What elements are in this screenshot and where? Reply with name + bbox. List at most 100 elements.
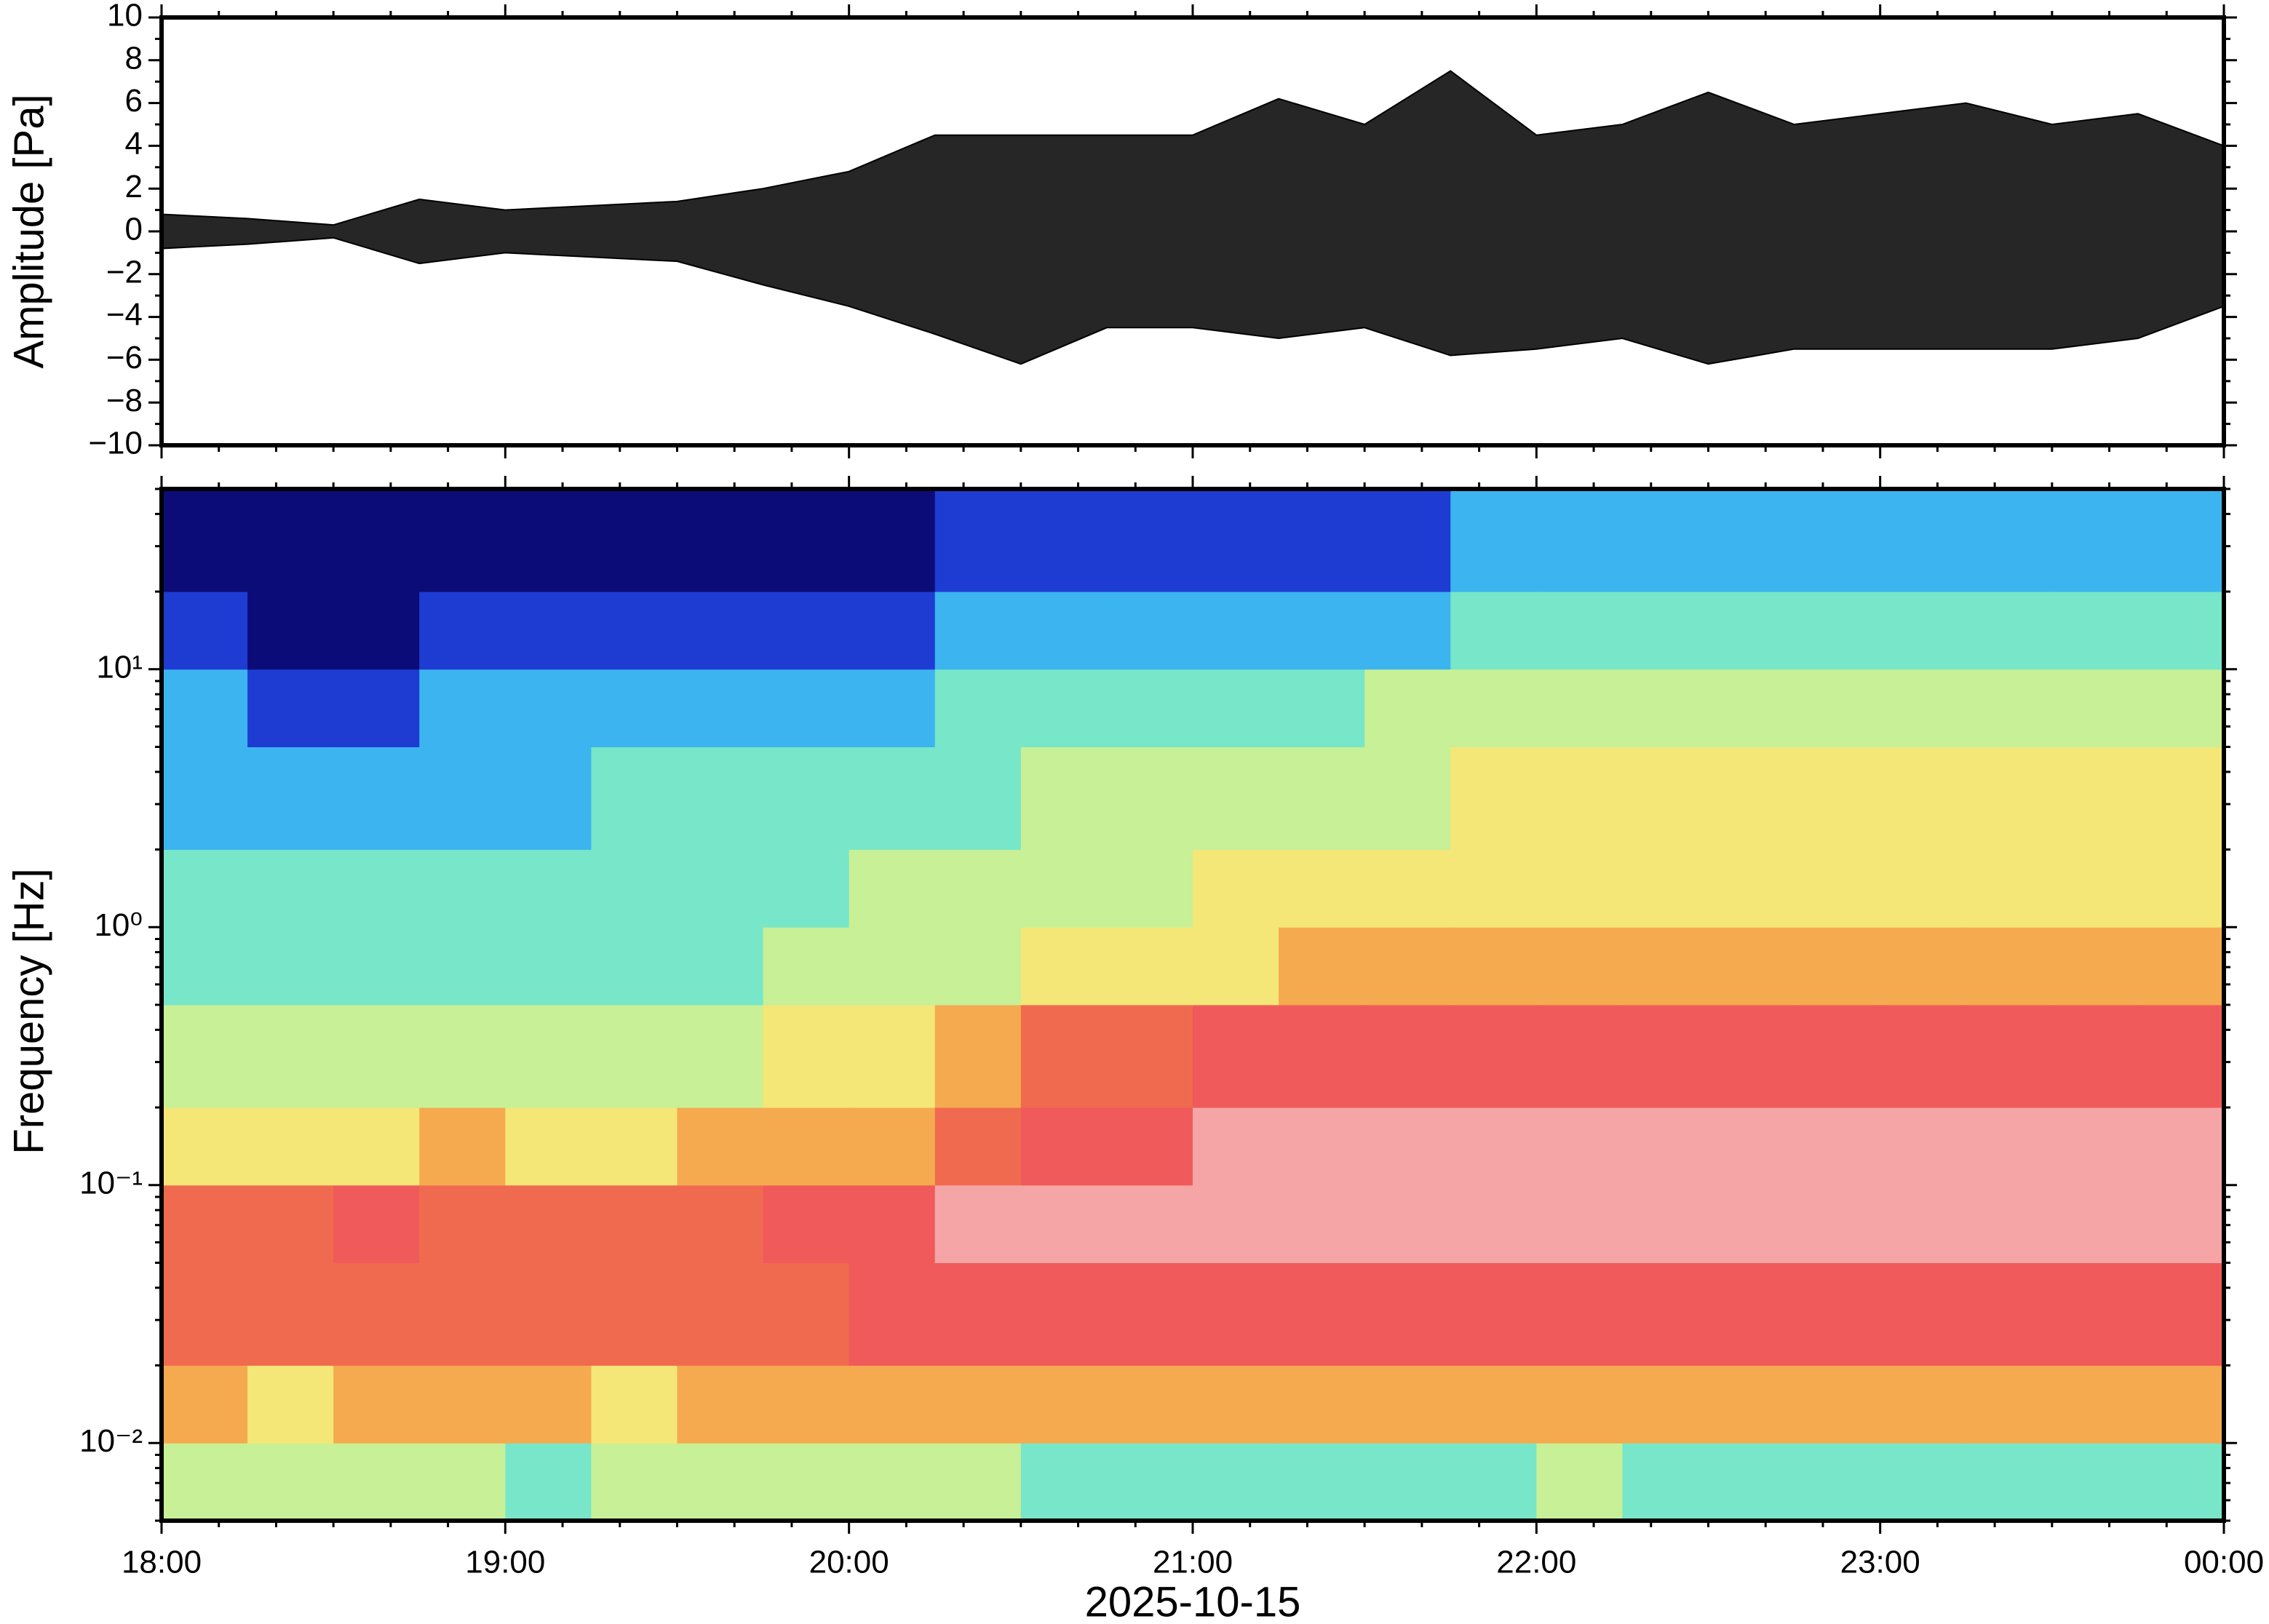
y-tick-label: −4 bbox=[106, 297, 143, 333]
spectrogram-cell bbox=[162, 1443, 248, 1521]
spectrogram-cell bbox=[1193, 1005, 1279, 1108]
x-tick-label: 20:00 bbox=[809, 1545, 889, 1580]
spectrogram-cell bbox=[1880, 1443, 1967, 1521]
spectrogram-cell bbox=[1536, 489, 1623, 592]
spectrogram-cell bbox=[763, 849, 850, 928]
spectrogram-cell bbox=[1364, 1365, 1451, 1444]
spectrogram-cell bbox=[1708, 849, 1795, 928]
spectrogram-cell bbox=[1966, 592, 2053, 670]
spectrogram-cell bbox=[849, 747, 936, 851]
spectrogram-cell bbox=[505, 1005, 592, 1108]
y-axis-label: Amplitude [Pa] bbox=[5, 94, 52, 368]
spectrogram-cell bbox=[1020, 592, 1108, 670]
x-tick-label: 22:00 bbox=[1496, 1545, 1576, 1580]
spectrogram-cell bbox=[505, 1107, 592, 1186]
spectrogram-cell bbox=[1193, 592, 1279, 670]
spectrogram-cell bbox=[1020, 1185, 1108, 1263]
spectrogram-cell bbox=[591, 747, 677, 851]
spectrogram-cell bbox=[505, 1365, 592, 1444]
spectrogram-cell bbox=[2137, 1107, 2225, 1186]
spectrogram-cell bbox=[1193, 1443, 1279, 1521]
spectrogram-cell bbox=[247, 927, 334, 1006]
spectrogram-cell bbox=[1279, 669, 1365, 747]
spectrogram-cell bbox=[763, 1185, 850, 1263]
spectrogram-cell bbox=[849, 1107, 936, 1186]
spectrogram-cell bbox=[1020, 489, 1108, 592]
y-tick-label: 6 bbox=[125, 83, 143, 119]
spectrogram-cell bbox=[2137, 1005, 2225, 1108]
spectrogram-cell bbox=[763, 1443, 850, 1521]
spectrogram-cell bbox=[247, 1365, 334, 1444]
spectrogram-cell bbox=[1794, 1107, 1881, 1186]
spectrogram-cell bbox=[763, 592, 850, 670]
spectrogram-cell bbox=[247, 1262, 334, 1366]
spectrogram-cell bbox=[1622, 1107, 1709, 1186]
spectrogram-cell bbox=[763, 927, 850, 1006]
spectrogram-cell bbox=[247, 592, 334, 670]
spectrogram-cell bbox=[1364, 1185, 1451, 1263]
spectrogram-cell bbox=[849, 1005, 936, 1108]
spectrogram-cell bbox=[1364, 849, 1451, 928]
spectrogram-cell bbox=[1536, 1262, 1623, 1366]
spectrogram-cell bbox=[162, 1005, 248, 1108]
spectrogram-cell bbox=[1966, 1185, 2053, 1263]
spectrogram-cell bbox=[1966, 849, 2053, 928]
spectrogram-cell bbox=[1450, 489, 1537, 592]
spectrogram-cell bbox=[1622, 1185, 1709, 1263]
spectrogram-cell bbox=[677, 1185, 764, 1263]
spectrogram-cell bbox=[1880, 1262, 1967, 1366]
spectrogram-cell bbox=[333, 592, 420, 670]
spectrogram-cell bbox=[333, 1365, 420, 1444]
spectrogram-cell bbox=[1364, 1005, 1451, 1108]
spectrogram-cell bbox=[1279, 1262, 1365, 1366]
spectrogram-cell bbox=[934, 849, 1022, 928]
spectrogram-cell bbox=[2137, 1443, 2225, 1521]
spectrogram-cell bbox=[1880, 1365, 1967, 1444]
spectrogram-cell bbox=[1020, 1443, 1108, 1521]
spectrogram-cell bbox=[333, 1443, 420, 1521]
spectrogram-cell bbox=[934, 747, 1022, 851]
spectrogram-cell bbox=[1794, 1365, 1881, 1444]
spectrogram-cell bbox=[1364, 1107, 1451, 1186]
y-tick-label: 10¹ bbox=[96, 649, 143, 685]
spectrogram-cell bbox=[2137, 1185, 2225, 1263]
spectrogram-cell bbox=[1966, 927, 2053, 1006]
spectrogram-cell bbox=[2051, 592, 2139, 670]
spectrogram-cell bbox=[1020, 849, 1108, 928]
spectrogram-cell bbox=[763, 669, 850, 747]
spectrogram-cell bbox=[1193, 849, 1279, 928]
spectrogram-cell bbox=[934, 1262, 1022, 1366]
spectrogram-cell bbox=[849, 1185, 936, 1263]
spectrogram-cell bbox=[763, 1365, 850, 1444]
spectrogram-cell bbox=[419, 1365, 506, 1444]
spectrogram-cell bbox=[1106, 1365, 1193, 1444]
spectrogram-cell bbox=[849, 849, 936, 928]
spectrogram-cell bbox=[1364, 1262, 1451, 1366]
spectrogram-cell bbox=[849, 489, 936, 592]
spectrogram-cell bbox=[849, 1365, 936, 1444]
x-tick-label: 19:00 bbox=[465, 1545, 545, 1580]
spectrogram-cell bbox=[2137, 747, 2225, 851]
spectrogram-cell bbox=[591, 1107, 677, 1186]
spectrogram-cell bbox=[763, 1262, 850, 1366]
x-tick-label: 21:00 bbox=[1153, 1545, 1233, 1580]
spectrogram-cell bbox=[1364, 747, 1451, 851]
spectrogram-cell bbox=[2051, 1262, 2139, 1366]
spectrogram-cell bbox=[2137, 489, 2225, 592]
spectrogram-cell bbox=[333, 669, 420, 747]
spectrogram-cell bbox=[1364, 1443, 1451, 1521]
spectrogram-cell bbox=[419, 592, 506, 670]
spectrogram-cell bbox=[1450, 1365, 1537, 1444]
spectrogram-cell bbox=[1622, 927, 1709, 1006]
spectrogram-cell bbox=[1450, 1005, 1537, 1108]
spectrogram-cell bbox=[1794, 1185, 1881, 1263]
spectrogram-cell bbox=[677, 1365, 764, 1444]
x-tick-label: 18:00 bbox=[122, 1545, 202, 1580]
spectrogram-cell bbox=[1966, 1005, 2053, 1108]
spectrogram-cell bbox=[1279, 1107, 1365, 1186]
y-tick-label: 10⁻¹ bbox=[79, 1165, 143, 1201]
spectrogram-cell bbox=[1880, 669, 1967, 747]
spectrogram-cell bbox=[1536, 1005, 1623, 1108]
spectrogram-cell bbox=[1794, 747, 1881, 851]
spectrogram-cell bbox=[677, 592, 764, 670]
